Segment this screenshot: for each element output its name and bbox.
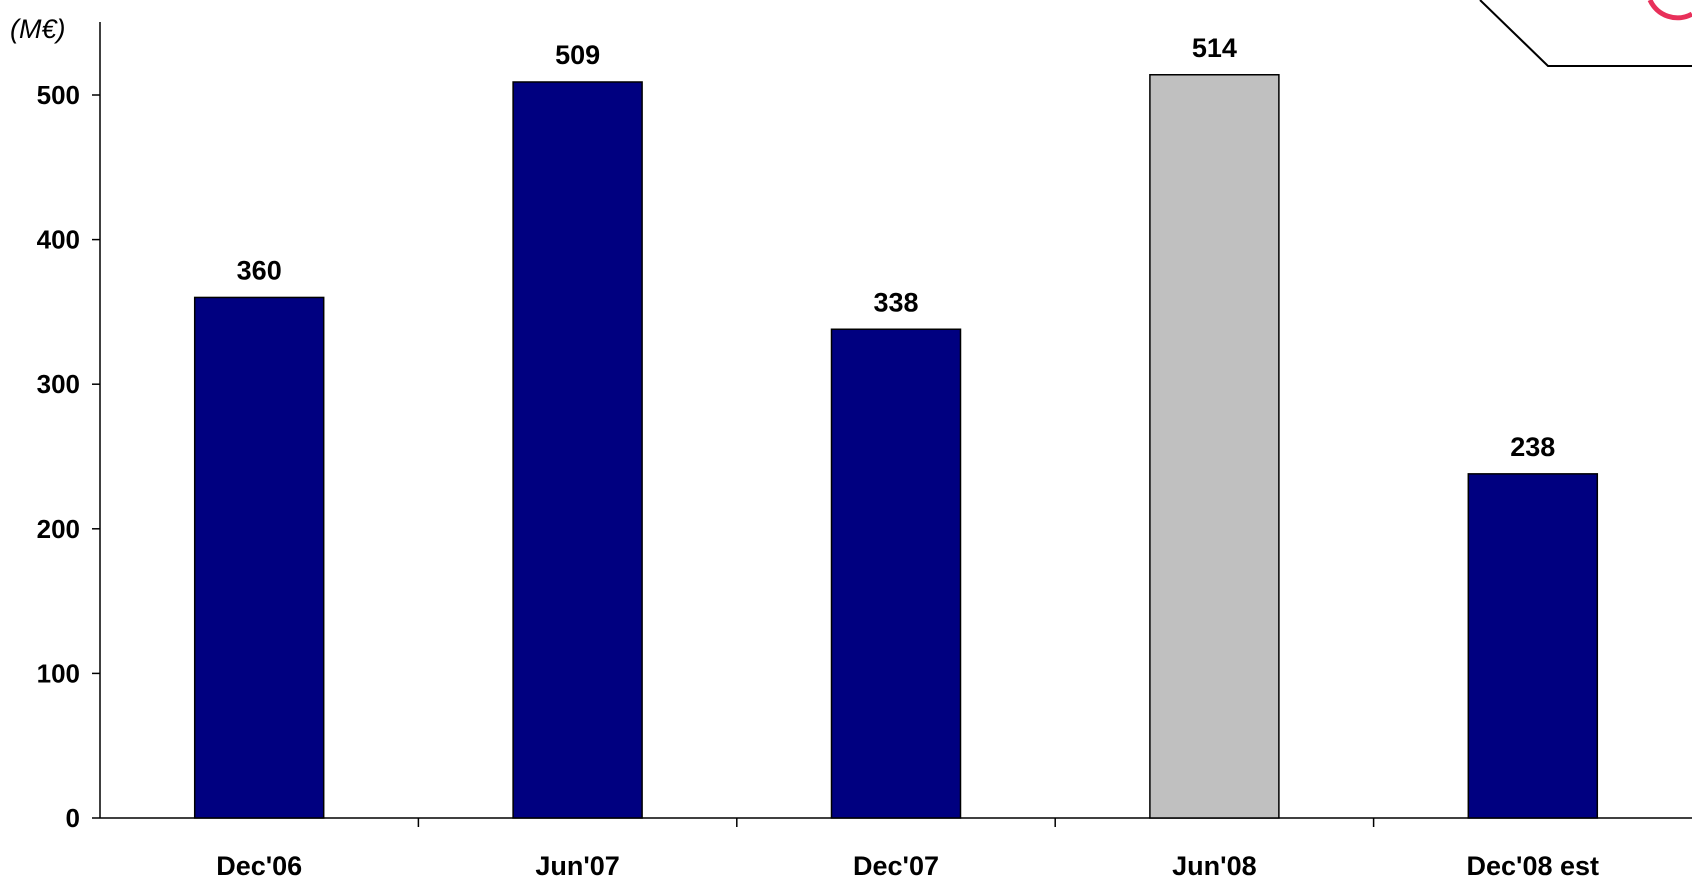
bar (1467, 473, 1599, 819)
x-tick-label: Jun'07 (535, 851, 619, 879)
bars (193, 74, 1599, 819)
data-label: 514 (1192, 33, 1237, 63)
bar (193, 296, 325, 819)
y-tick-label: 200 (37, 514, 80, 544)
bar (830, 328, 962, 819)
logo-fragment (1479, 0, 1692, 67)
bar (1149, 74, 1280, 819)
unit-label: (M€) (10, 14, 66, 44)
data-label: 360 (237, 255, 282, 285)
x-tick-label: Jun'08 (1172, 851, 1256, 879)
data-label: 238 (1510, 432, 1555, 462)
x-axis (100, 817, 1692, 827)
y-axis: 0 100 200 300 400 500 (37, 22, 101, 833)
y-tick-label: 400 (37, 225, 80, 255)
y-tick-label: 100 (37, 658, 80, 688)
value-labels: 360 509 338 514 238 (237, 33, 1556, 462)
data-label: 509 (555, 40, 600, 70)
bar (512, 81, 643, 819)
x-tick-label: Dec'07 (853, 851, 939, 879)
x-tick-label: Dec'06 (216, 851, 302, 879)
x-tick-label: Dec'08 est (1467, 851, 1600, 879)
y-tick-label: 300 (37, 369, 80, 399)
y-tick-label: 500 (37, 80, 80, 110)
data-label: 338 (873, 287, 918, 317)
category-labels: Dec'06 Jun'07 Dec'07 Jun'08 Dec'08 est (216, 851, 1599, 879)
y-tick-label: 0 (66, 803, 80, 833)
